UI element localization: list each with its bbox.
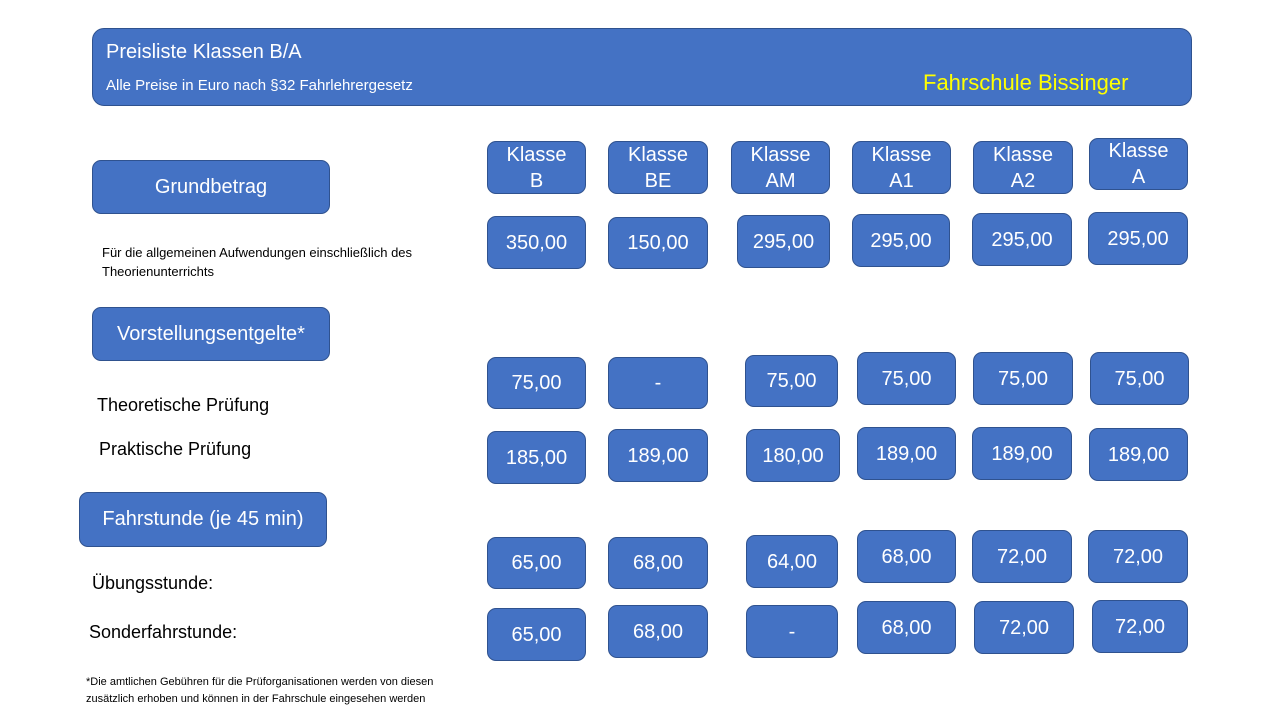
price-cell-uebung-a2: 72,00 xyxy=(972,530,1072,583)
price-cell-theorie-b: 75,00 xyxy=(487,357,586,409)
class-header-text: Klasse xyxy=(871,143,932,166)
brand-name: Fahrschule Bissinger xyxy=(923,70,1129,95)
section-vorstellungsentgelte: Vorstellungsentgelte* xyxy=(92,307,330,361)
price-cell-praxis-be: 189,00 xyxy=(608,429,708,482)
class-header-text: AM xyxy=(765,169,796,192)
class-header-b: Klasse B xyxy=(487,141,586,194)
price-cell-praxis-a: 189,00 xyxy=(1089,428,1188,481)
page-subtitle: Alle Preise in Euro nach §32 Fahrlehrerg… xyxy=(106,77,413,94)
footnote-line: zusätzlich erhoben und können in der Fah… xyxy=(86,693,426,705)
label-theoretische-pruefung: Theoretische Prüfung xyxy=(97,395,270,415)
label-sonderfahrstunde: Sonderfahrstunde: xyxy=(89,622,238,642)
price-cell-praxis-a2: 189,00 xyxy=(972,427,1072,480)
price-cell-uebung-b: 65,00 xyxy=(487,537,586,589)
price-cell-theorie-a1: 75,00 xyxy=(857,352,956,405)
price-cell-grundbetrag-a: 295,00 xyxy=(1088,212,1188,265)
price-cell-praxis-a1: 189,00 xyxy=(857,427,956,480)
price-cell-sonder-a2: 72,00 xyxy=(974,601,1074,654)
class-header-text: BE xyxy=(644,169,672,192)
footnote: *Die amtlichen Gebühren für die Prüforga… xyxy=(86,674,433,708)
class-header-be: Klasse BE xyxy=(608,141,708,194)
price-cell-sonder-be: 68,00 xyxy=(608,605,708,658)
section-fahrstunde: Fahrstunde (je 45 min) xyxy=(79,492,327,547)
class-header-a: Klasse A xyxy=(1089,138,1188,190)
class-header-a2: Klasse A2 xyxy=(973,141,1073,194)
class-header-text: Klasse xyxy=(992,143,1054,166)
price-cell-grundbetrag-be: 150,00 xyxy=(608,217,708,269)
page-title: Preisliste Klassen B/A xyxy=(106,41,302,63)
grundbetrag-description: Für die allgemeinen Aufwendungen einschl… xyxy=(102,243,412,281)
price-cell-theorie-be: - xyxy=(608,357,708,409)
label-praktische-pruefung: Praktische Prüfung xyxy=(99,439,252,459)
section-grundbetrag: Grundbetrag xyxy=(92,160,330,214)
price-cell-theorie-am: 75,00 xyxy=(745,355,838,407)
footnote-line: *Die amtlichen Gebühren für die Prüforga… xyxy=(86,676,434,688)
price-cell-sonder-b: 65,00 xyxy=(487,608,586,661)
class-header-text: A1 xyxy=(889,169,914,192)
class-header-text: Klasse xyxy=(627,143,689,166)
price-cell-uebung-a1: 68,00 xyxy=(857,530,956,583)
class-header-text: Klasse xyxy=(750,143,811,166)
price-cell-theorie-a2: 75,00 xyxy=(973,352,1073,405)
class-header-text: B xyxy=(529,169,544,192)
price-cell-uebung-be: 68,00 xyxy=(608,537,708,589)
class-header-text: Klasse xyxy=(506,143,567,166)
class-header-text: A2 xyxy=(1010,169,1036,192)
price-cell-grundbetrag-a1: 295,00 xyxy=(852,214,950,267)
price-cell-theorie-a: 75,00 xyxy=(1090,352,1189,405)
description-line: Für die allgemeinen Aufwendungen einschl… xyxy=(102,245,413,260)
price-cell-uebung-am: 64,00 xyxy=(746,535,838,588)
price-cell-praxis-b: 185,00 xyxy=(487,431,586,484)
label-uebungsstunde: Übungsstunde: xyxy=(92,573,214,593)
description-line: Theorienunterrichts xyxy=(102,264,214,279)
price-cell-grundbetrag-b: 350,00 xyxy=(487,216,586,269)
price-cell-sonder-a: 72,00 xyxy=(1092,600,1188,653)
price-cell-sonder-am: - xyxy=(746,605,838,658)
class-header-text: A xyxy=(1131,166,1146,188)
header-banner: Preisliste Klassen B/A Alle Preise in Eu… xyxy=(92,28,1192,106)
price-cell-praxis-am: 180,00 xyxy=(746,429,840,482)
price-cell-grundbetrag-am: 295,00 xyxy=(737,215,830,268)
price-cell-uebung-a: 72,00 xyxy=(1088,530,1188,583)
class-header-text: Klasse xyxy=(1108,140,1169,162)
price-cell-grundbetrag-a2: 295,00 xyxy=(972,213,1072,266)
price-cell-sonder-a1: 68,00 xyxy=(857,601,956,654)
class-header-a1: Klasse A1 xyxy=(852,141,951,194)
class-header-am: Klasse AM xyxy=(731,141,830,194)
